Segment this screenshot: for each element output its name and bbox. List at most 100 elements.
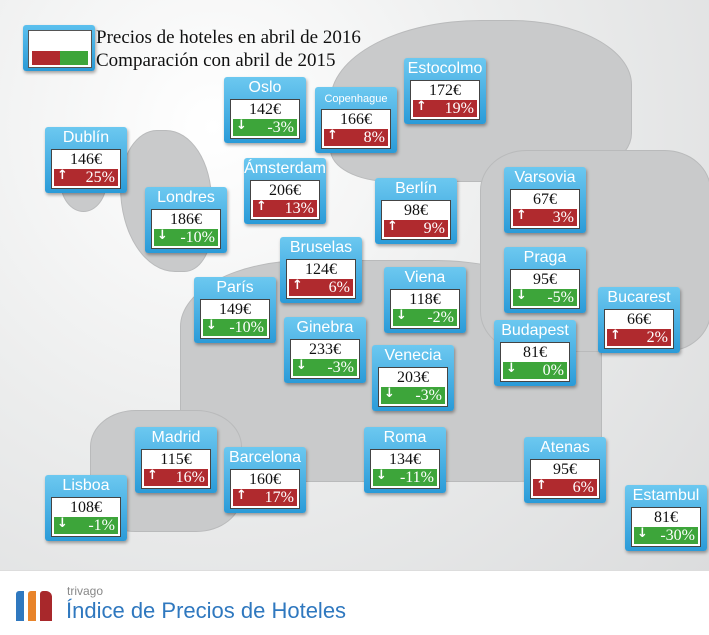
city-price: 115€ [160, 451, 192, 468]
arrow-up-icon: ↑ [387, 219, 398, 234]
change-percent: -3% [415, 387, 442, 404]
arrow-up-icon: ↑ [256, 199, 267, 214]
change-bar: ↑ 2% [607, 328, 671, 346]
change-bar: ↓ -1% [54, 516, 118, 534]
city-price: 146€ [70, 151, 102, 168]
change-percent: -10% [229, 319, 264, 336]
change-percent: -1% [88, 517, 115, 534]
change-bar: ↑ 9% [384, 219, 448, 237]
arrow-down-icon: ↓ [376, 468, 387, 483]
change-bar: ↑ 17% [233, 488, 297, 506]
city-card: Estocolmo 172€ ↑ 19% [404, 58, 486, 124]
change-percent: 17% [264, 489, 294, 506]
change-bar: ↓ -3% [381, 386, 445, 404]
legend-comparison-label: Comparación con abril de 2015 [96, 50, 336, 71]
change-percent: -2% [427, 309, 454, 326]
city-name: Viena [404, 269, 446, 286]
legend-card [23, 25, 95, 71]
city-name: Budapest [501, 322, 569, 339]
city-card: París 149€ ↓ -10% [194, 277, 276, 343]
arrow-down-icon: ↓ [296, 358, 307, 373]
city-card: Estambul 81€ ↓ -30% [625, 485, 707, 551]
change-bar: ↑ 6% [533, 478, 597, 496]
change-percent: -30% [660, 527, 695, 544]
city-card: Oslo 142€ ↓ -3% [224, 77, 306, 143]
logo-bar-red [40, 591, 52, 621]
change-percent: 2% [646, 329, 668, 346]
change-bar: ↓ -10% [154, 228, 218, 246]
city-card: Viena 118€ ↓ -2% [384, 267, 466, 333]
change-bar: ↑ 6% [289, 278, 353, 296]
arrow-down-icon: ↓ [506, 361, 517, 376]
city-card: Bruselas 124€ ↑ 6% [280, 237, 362, 303]
city-name: Dublín [62, 129, 110, 146]
city-name: Londres [157, 189, 215, 206]
arrow-down-icon: ↓ [236, 118, 247, 133]
change-bar: ↑ 16% [144, 468, 208, 486]
city-price: 203€ [397, 369, 429, 386]
city-price: 206€ [269, 182, 301, 199]
arrow-up-icon: ↑ [610, 328, 621, 343]
city-price: 108€ [70, 499, 102, 516]
city-name: París [216, 279, 254, 296]
arrow-up-icon: ↑ [516, 208, 527, 223]
arrow-down-icon: ↓ [384, 386, 395, 401]
city-name: Estambul [632, 487, 700, 504]
city-price: 95€ [553, 461, 577, 478]
city-card: Varsovia 67€ ↑ 3% [504, 167, 586, 233]
change-bar: ↓ 0% [503, 361, 567, 379]
change-percent: 6% [328, 279, 350, 296]
city-name: Roma [383, 429, 427, 446]
change-bar: ↑ 19% [413, 99, 477, 117]
change-bar: ↑ 3% [513, 208, 577, 226]
city-price: 142€ [249, 101, 281, 118]
arrow-up-icon: ↑ [236, 488, 247, 503]
logo-bar-blue [16, 591, 24, 621]
change-bar: ↑ 25% [54, 168, 118, 186]
city-card: Dublín 146€ ↑ 25% [45, 127, 127, 193]
city-price: 81€ [523, 344, 547, 361]
city-card: Copenhague 166€ ↑ 8% [315, 87, 397, 153]
city-name: Oslo [248, 79, 282, 96]
change-bar: ↓ -5% [513, 288, 577, 306]
city-price: 67€ [533, 191, 557, 208]
city-price: 172€ [429, 82, 461, 99]
arrow-down-icon: ↓ [637, 526, 648, 541]
city-price: 98€ [404, 202, 428, 219]
city-name: Berlín [395, 180, 437, 197]
city-card: Atenas 95€ ↑ 6% [524, 437, 606, 503]
change-bar: ↓ -11% [373, 468, 437, 486]
arrow-down-icon: ↓ [57, 516, 68, 531]
city-name: Ámsterdam [244, 160, 326, 177]
city-price: 66€ [627, 311, 651, 328]
change-percent: 19% [444, 100, 474, 117]
city-card: Bucarest 66€ ↑ 2% [598, 287, 680, 353]
city-name: Atenas [540, 439, 590, 456]
footer: trivago Índice de Precios de Hoteles [0, 570, 709, 635]
arrow-up-icon: ↑ [416, 99, 427, 114]
arrow-up-icon: ↑ [327, 128, 338, 143]
change-bar: ↓ -30% [634, 526, 698, 544]
arrow-up-icon: ↑ [147, 468, 158, 483]
change-percent: -10% [180, 229, 215, 246]
change-percent: -5% [547, 289, 574, 306]
city-card: Ámsterdam 206€ ↑ 13% [244, 158, 326, 224]
city-name: Ginebra [296, 319, 354, 336]
city-card: Londres 186€ ↓ -10% [145, 187, 227, 253]
city-price: 233€ [309, 341, 341, 358]
logo-bar-orange [28, 591, 36, 621]
city-price: 166€ [340, 111, 372, 128]
change-percent: 0% [542, 362, 564, 379]
city-card: Praga 95€ ↓ -5% [504, 247, 586, 313]
city-card: Budapest 81€ ↓ 0% [494, 320, 576, 386]
change-bar: ↓ -3% [293, 358, 357, 376]
city-name: Copenhague [324, 93, 388, 105]
city-price: 149€ [219, 301, 251, 318]
change-percent: 16% [175, 469, 205, 486]
change-percent: 8% [363, 129, 385, 146]
city-price: 124€ [305, 261, 337, 278]
change-percent: -11% [399, 469, 434, 486]
arrow-up-icon: ↑ [292, 278, 303, 293]
city-name: Bucarest [607, 289, 671, 306]
city-price: 81€ [654, 509, 678, 526]
